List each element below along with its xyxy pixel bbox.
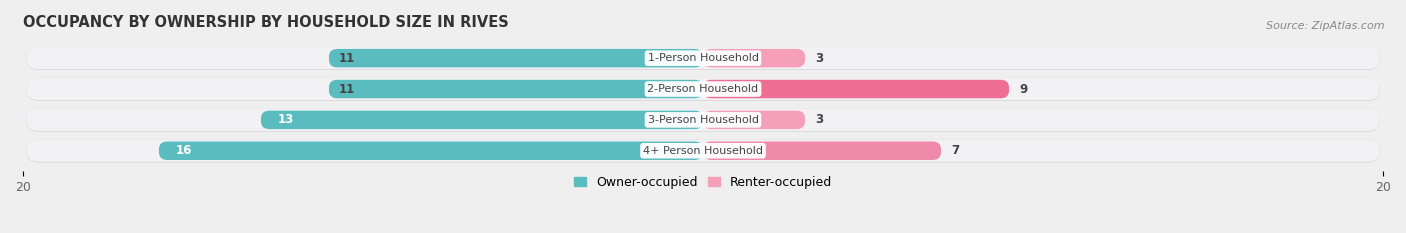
Text: OCCUPANCY BY OWNERSHIP BY HOUSEHOLD SIZE IN RIVES: OCCUPANCY BY OWNERSHIP BY HOUSEHOLD SIZE… bbox=[22, 15, 509, 30]
FancyBboxPatch shape bbox=[703, 111, 806, 129]
Text: 7: 7 bbox=[952, 144, 959, 157]
Text: 4+ Person Household: 4+ Person Household bbox=[643, 146, 763, 156]
FancyBboxPatch shape bbox=[703, 141, 941, 160]
Text: 3: 3 bbox=[815, 113, 824, 126]
Text: 16: 16 bbox=[176, 144, 193, 157]
FancyBboxPatch shape bbox=[703, 80, 1010, 98]
FancyBboxPatch shape bbox=[27, 47, 1379, 70]
Text: 1-Person Household: 1-Person Household bbox=[648, 53, 758, 63]
Text: 2-Person Household: 2-Person Household bbox=[647, 84, 759, 94]
FancyBboxPatch shape bbox=[27, 140, 1379, 162]
Text: 3: 3 bbox=[815, 52, 824, 65]
Text: 11: 11 bbox=[339, 52, 356, 65]
FancyBboxPatch shape bbox=[159, 141, 703, 160]
FancyBboxPatch shape bbox=[27, 47, 1379, 69]
FancyBboxPatch shape bbox=[27, 78, 1379, 100]
Text: Source: ZipAtlas.com: Source: ZipAtlas.com bbox=[1267, 21, 1385, 31]
FancyBboxPatch shape bbox=[262, 111, 703, 129]
Text: 11: 11 bbox=[339, 82, 356, 96]
Text: 9: 9 bbox=[1019, 82, 1028, 96]
FancyBboxPatch shape bbox=[703, 49, 806, 67]
Text: 13: 13 bbox=[278, 113, 294, 126]
FancyBboxPatch shape bbox=[27, 109, 1379, 131]
Text: 3-Person Household: 3-Person Household bbox=[648, 115, 758, 125]
FancyBboxPatch shape bbox=[329, 80, 703, 98]
FancyBboxPatch shape bbox=[27, 109, 1379, 132]
Legend: Owner-occupied, Renter-occupied: Owner-occupied, Renter-occupied bbox=[568, 171, 838, 194]
FancyBboxPatch shape bbox=[27, 140, 1379, 162]
FancyBboxPatch shape bbox=[27, 78, 1379, 101]
FancyBboxPatch shape bbox=[329, 49, 703, 67]
